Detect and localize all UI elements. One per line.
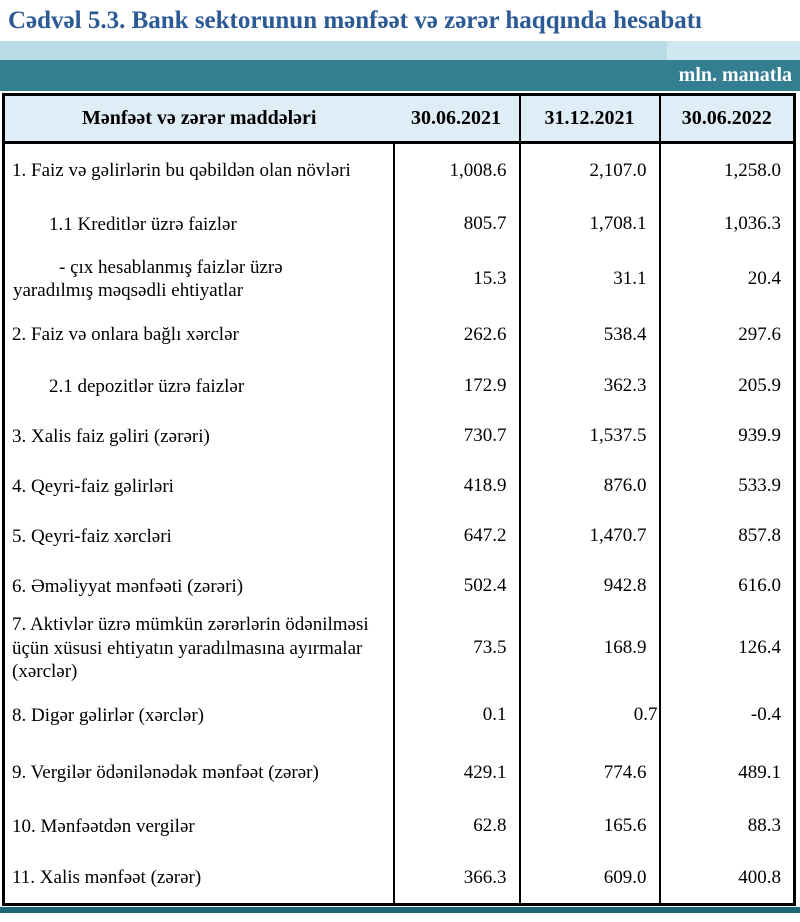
- row-value: 609.0: [518, 852, 660, 905]
- row-label: 5. Qeyri-faiz xərcləri: [12, 525, 172, 547]
- row-value: 1,537.5: [518, 411, 660, 462]
- row-value: 774.6: [518, 745, 660, 801]
- row-label: 2.1 depozitlər üzrə faizlər: [49, 375, 245, 397]
- row-label: 10. Mənfəətdən vergilər: [12, 815, 195, 837]
- light-band: [0, 40, 800, 60]
- table-row: 7. Aktivlər üzrə mümkün zərərlərin ödəni…: [4, 611, 795, 686]
- table-row: - çıx hesablanmış faizlər üzrə yaradılmı…: [4, 250, 795, 309]
- row-value: 876.0: [518, 461, 660, 512]
- row-value: 126.4: [658, 611, 795, 686]
- row-value: 165.6: [518, 800, 660, 853]
- row-value: 362.3: [518, 361, 660, 412]
- table-row: 8. Digər gəlirlər (xərclər) 0.1 0.7 -0.4: [4, 685, 795, 746]
- row-value: 418.9: [392, 461, 520, 512]
- row-label: 2. Faiz və onlara bağlı xərclər: [12, 324, 239, 346]
- row-value: 262.6: [392, 308, 520, 362]
- row-value: 15.3: [392, 250, 520, 309]
- row-label: - çıx hesablanmış faizlər üzrə yaradılmı…: [13, 257, 283, 302]
- row-value: 168.9: [518, 611, 660, 686]
- row-label: 7. Aktivlər üzrə mümkün zərərlərin ödəni…: [12, 614, 369, 682]
- row-value: 805.7: [392, 198, 520, 251]
- row-value: 366.3: [392, 852, 520, 905]
- row-value: 2,107.0: [518, 142, 660, 199]
- row-value: 616.0: [658, 561, 795, 612]
- header-row: Mənfəət və zərər maddələri 30.06.2021 31…: [3, 94, 795, 144]
- table-row: 4. Qeyri-faiz gəlirləri 418.9 876.0 533.9: [4, 461, 795, 512]
- table-row: 11. Xalis mənfəət (zərər) 366.3 609.0 400.8: [4, 852, 795, 905]
- unit-label: mln. manatla: [678, 63, 792, 86]
- row-value: 857.8: [658, 511, 795, 562]
- column-header-items: Mənfəət və zərər maddələri: [3, 94, 394, 144]
- row-label: 6. Əməliyyat mənfəəti (zərəri): [12, 575, 244, 597]
- report-table-body: 1. Faiz və gəlirlərin bu qəbildən olan n…: [4, 142, 795, 905]
- column-header-date-3: 30.06.2022: [658, 94, 795, 144]
- row-value: 538.4: [518, 308, 660, 362]
- row-value: 489.1: [658, 745, 795, 801]
- row-value: 20.4: [658, 250, 795, 309]
- table-row: 5. Qeyri-faiz xərcləri 647.2 1,470.7 857.8: [4, 511, 795, 562]
- page-title: Cədvəl 5.3. Bank sektorunun mənfəət və z…: [8, 7, 703, 34]
- row-label: 9. Vergilər ödənilənədək mənfəət (zərər): [12, 762, 319, 784]
- table-row: 1. Faiz və gəlirlərin bu qəbildən olan n…: [4, 142, 795, 199]
- row-value: 939.9: [658, 411, 795, 462]
- row-value: 429.1: [392, 745, 520, 801]
- row-value: 533.9: [658, 461, 795, 512]
- row-value: 31.1: [518, 250, 660, 309]
- row-value: 172.9: [392, 361, 520, 412]
- column-header-date-1: 30.06.2021: [393, 94, 520, 144]
- row-value: -0.4: [658, 685, 795, 746]
- table-row: 3. Xalis faiz gəliri (zərəri) 730.7 1,537.…: [4, 411, 795, 462]
- row-label: 3. Xalis faiz gəliri (zərəri): [12, 425, 210, 447]
- table-row: 9. Vergilər ödənilənədək mənfəət (zərər)…: [4, 745, 795, 801]
- table-row: 1.1 Kreditlər üzrə faizlər 805.7 1,708.1 1,…: [4, 198, 795, 251]
- row-label: 4. Qeyri-faiz gəlirləri: [12, 475, 174, 497]
- report-table: Mənfəət və zərər maddələri 30.06.2021 31…: [2, 92, 796, 906]
- unit-band: mln. manatla: [0, 59, 800, 91]
- row-value: 88.3: [658, 800, 795, 853]
- table-row: 2.1 depozitlər üzrə faizlər 172.9 362.3 205…: [4, 361, 795, 412]
- row-value: 205.9: [658, 361, 795, 412]
- row-label: 11. Xalis mənfəət (zərər): [12, 866, 202, 888]
- row-value: 1,708.1: [518, 198, 660, 251]
- row-value: 942.8: [518, 561, 660, 612]
- row-value: 73.5: [392, 611, 520, 686]
- row-value: 730.7: [392, 411, 520, 462]
- row-label: 1. Faiz və gəlirlərin bu qəbildən olan n…: [12, 160, 351, 182]
- row-value: 400.8: [658, 852, 795, 905]
- row-label: 1.1 Kreditlər üzrə faizlər: [49, 213, 237, 235]
- row-value: 1,036.3: [658, 198, 795, 251]
- row-value: 0.7: [518, 685, 660, 746]
- table-row: 10. Mənfəətdən vergilər 62.8 165.6 88.3: [4, 800, 795, 853]
- row-label: 8. Digər gəlirlər (xərclər): [12, 704, 205, 726]
- column-header-date-2: 31.12.2021: [518, 94, 660, 144]
- light-band-right-segment: [667, 40, 800, 60]
- row-value: 1,470.7: [518, 511, 660, 562]
- bottom-strip: [0, 906, 800, 913]
- row-value: 297.6: [658, 308, 795, 362]
- row-value: 0.1: [392, 685, 520, 746]
- row-value: 1,258.0: [658, 142, 795, 199]
- table-row: 6. Əməliyyat mənfəəti (zərəri) 502.4 942.8…: [4, 561, 795, 612]
- row-value: 502.4: [392, 561, 520, 612]
- table-row: 2. Faiz və onlara bağlı xərclər 262.6 538.…: [4, 308, 795, 362]
- row-value: 647.2: [392, 511, 520, 562]
- row-value: 1,008.6: [392, 142, 520, 199]
- row-value: 62.8: [392, 800, 520, 853]
- report-table-header: Mənfəət və zərər maddələri 30.06.2021 31…: [3, 94, 795, 144]
